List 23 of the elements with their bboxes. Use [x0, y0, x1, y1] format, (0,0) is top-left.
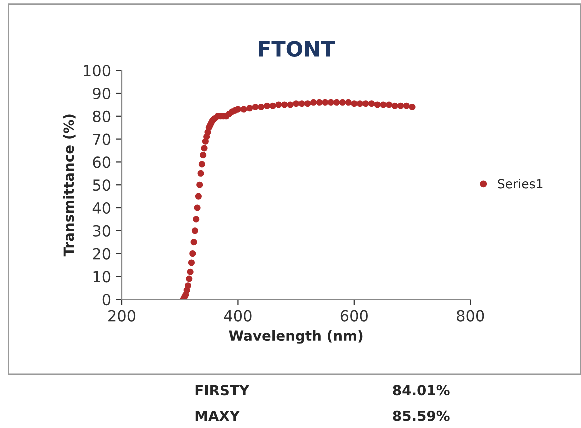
y-tick-label: 20	[93, 248, 111, 260]
y-tick-label: 40	[92, 202, 111, 214]
x-axis-title: Wavelength (nm)	[229, 330, 363, 344]
y-tick-label: 90	[93, 88, 111, 100]
text: 85.59%	[393, 410, 450, 422]
chart-title: FTONT	[259, 41, 336, 58]
y-tick-label: 60	[93, 156, 111, 168]
text: FIRSTY	[196, 385, 250, 396]
y-tick-label: 50	[93, 180, 111, 192]
y-tick-label: 100	[84, 65, 111, 77]
x-tick-label: 600	[340, 310, 368, 322]
y-tick-label: 30	[93, 225, 111, 237]
y-tick-label: 0	[102, 294, 111, 306]
x-tick-label: 400	[224, 310, 252, 322]
text: 84.01%	[393, 385, 450, 396]
x-tick-label: 200	[108, 310, 136, 322]
y-axis-title: Transmittance (%)	[63, 114, 76, 257]
x-tick-label: 800	[457, 310, 484, 322]
y-tick-label: 70	[93, 134, 111, 146]
legend-label: Series1	[498, 179, 543, 189]
y-tick-label: 80	[93, 110, 111, 122]
text: MAXY	[196, 411, 240, 422]
y-tick-label: 10	[94, 271, 111, 283]
